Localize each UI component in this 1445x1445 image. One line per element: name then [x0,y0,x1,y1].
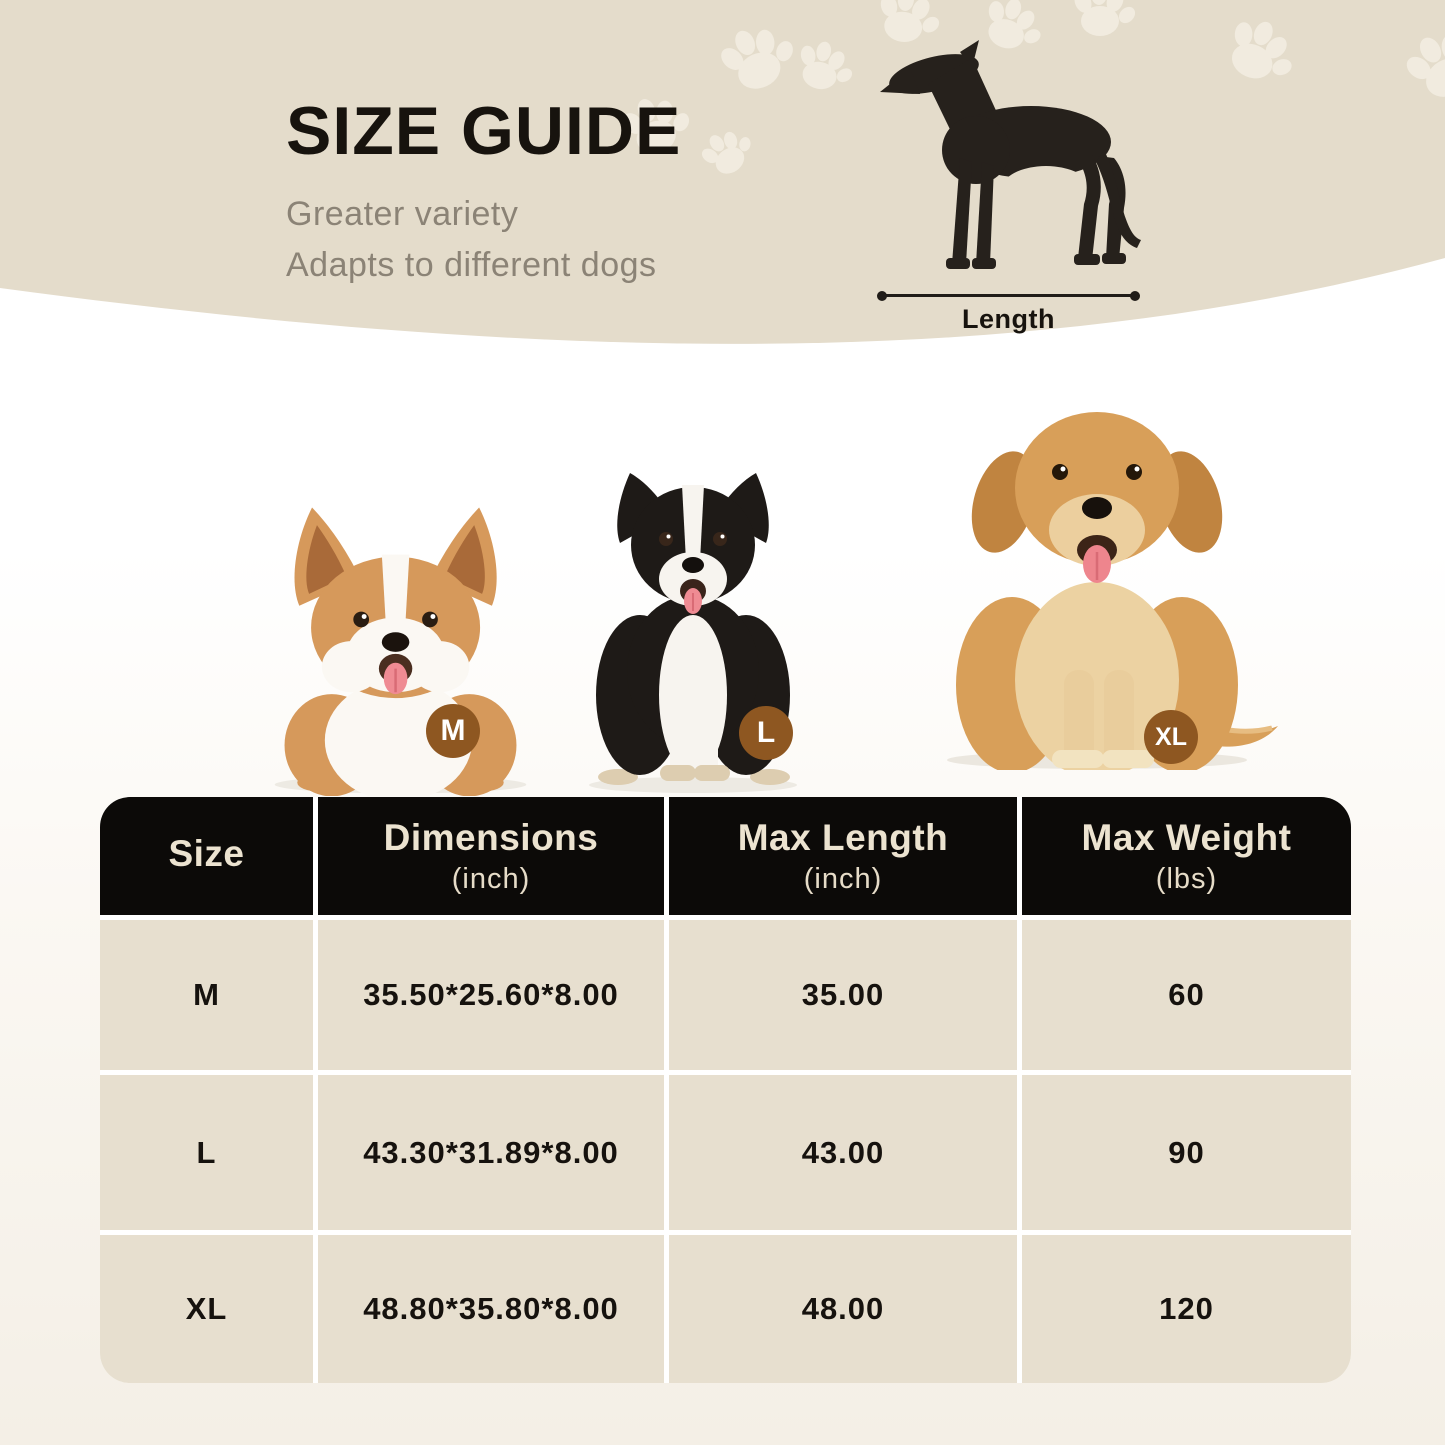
subtitle-line-1: Greater variety [286,195,519,234]
table-header-dimensions: Dimensions (inch) [318,797,664,915]
golden-retriever-photo [947,412,1278,770]
column-unit: (inch) [803,862,883,895]
column-unit: (lbs) [1155,862,1218,895]
table-cell-max-weight-l: 90 [1022,1075,1351,1230]
size-badge-m: M [426,704,480,758]
column-label: Dimensions [383,816,599,858]
table-cell-max-length-m: 35.00 [669,920,1017,1070]
page-title: SIZE GUIDE [286,93,682,169]
column-unit: (inch) [451,862,531,895]
size-badge-xl: XL [1144,710,1198,764]
table-cell-dimensions-xl: 48.80*35.80*8.00 [318,1235,664,1383]
size-table: Size Dimensions (inch) Max Length (inch)… [100,797,1351,1383]
table-cell-dimensions-l: 43.30*31.89*8.00 [318,1075,664,1230]
table-header-size: Size [100,797,313,915]
dog-silhouette-icon [880,40,1141,269]
table-cell-max-weight-m: 60 [1022,920,1351,1070]
column-label: Max Weight [1081,816,1292,858]
table-cell-size-l: L [100,1075,313,1230]
table-cell-size-m: M [100,920,313,1070]
corgi-photo [274,507,527,796]
table-header-max-weight: Max Weight (lbs) [1022,797,1351,915]
hero-background [0,0,1445,344]
table-cell-max-weight-xl: 120 [1022,1235,1351,1383]
length-measure-line [877,291,1140,301]
table-cell-size-xl: XL [100,1235,313,1383]
column-label: Max Length [737,816,949,858]
length-label: Length [962,304,1055,334]
table-cell-max-length-xl: 48.00 [669,1235,1017,1383]
subtitle-line-2: Adapts to different dogs [286,246,657,285]
table-cell-dimensions-m: 35.50*25.60*8.00 [318,920,664,1070]
column-label: Size [168,833,245,874]
table-header-max-length: Max Length (inch) [669,797,1017,915]
size-badge-l: L [739,706,793,760]
table-cell-max-length-l: 43.00 [669,1075,1017,1230]
title-block: SIZE GUIDE Greater variety Adapts to dif… [286,93,682,291]
